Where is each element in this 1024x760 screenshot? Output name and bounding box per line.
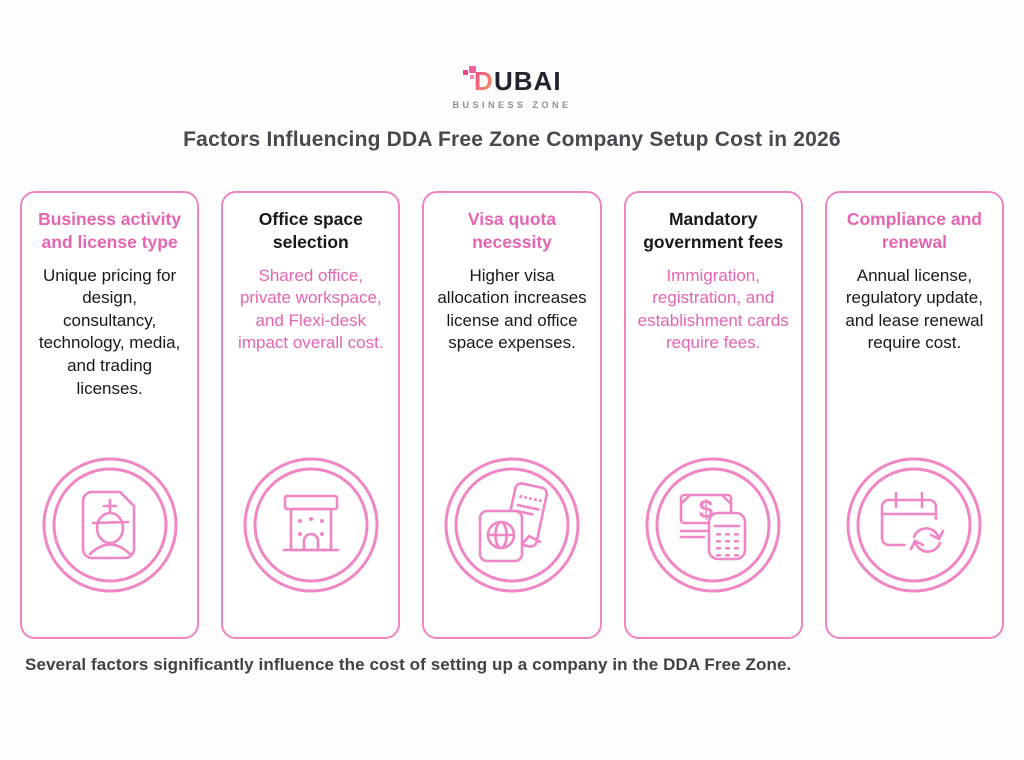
passport-ticket-icon xyxy=(442,455,582,595)
card-body: Unique pricing for design, consultancy, … xyxy=(38,265,181,398)
card-title: Mandatory government fees xyxy=(643,209,784,252)
card-body: Higher visa allocation increases license… xyxy=(437,265,587,353)
svg-text:UBAI: UBAI xyxy=(494,66,562,94)
card-government-fees: Mandatory government fees Immigration, r… xyxy=(623,191,803,639)
brand-logo: D UBAI BUSINESS ZONE xyxy=(0,0,1024,110)
card-compliance-renewal: Compliance and renewal Annual license, r… xyxy=(824,191,1005,639)
svg-text:D: D xyxy=(474,66,493,94)
card-body: Immigration, registration, and establish… xyxy=(637,265,789,353)
card-title: Compliance and renewal xyxy=(846,209,982,252)
card-body: Shared office, private workspace, and Fl… xyxy=(238,265,384,353)
card-title: Visa quota necessity xyxy=(467,209,557,252)
card-business-activity: Business activity and license type Uniqu… xyxy=(20,191,200,639)
dubai-logo-icon: D UBAI xyxy=(463,66,562,96)
page-title: Factors Influencing DDA Free Zone Compan… xyxy=(183,128,841,151)
calendar-renewal-icon xyxy=(844,455,984,595)
card-title: Office space selection xyxy=(258,209,363,252)
card-visa-quota: Visa quota necessity Higher visa allocat… xyxy=(422,191,602,639)
office-building-icon xyxy=(241,455,381,595)
logo-subtitle: BUSINESS ZONE xyxy=(452,100,572,110)
money-calculator-icon: $ xyxy=(643,455,783,595)
card-title: Business activity and license type xyxy=(38,209,182,252)
card-office-space: Office space selection Shared office, pr… xyxy=(221,191,401,639)
footer-note: Several factors significantly influence … xyxy=(25,655,792,674)
worker-id-card-icon xyxy=(40,455,180,595)
card-body: Annual license, regulatory update, and l… xyxy=(845,265,984,353)
factor-cards-row: Business activity and license type Uniqu… xyxy=(0,191,1024,639)
